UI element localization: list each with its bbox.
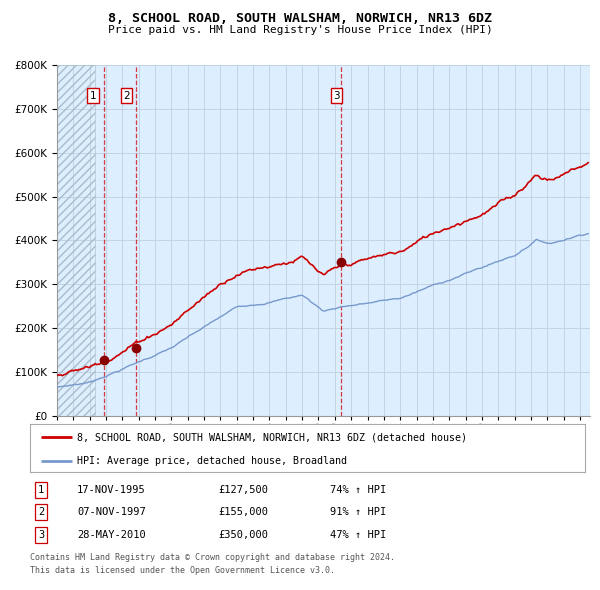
Text: £127,500: £127,500 xyxy=(219,485,269,495)
Text: 1: 1 xyxy=(38,485,44,495)
Text: 8, SCHOOL ROAD, SOUTH WALSHAM, NORWICH, NR13 6DZ: 8, SCHOOL ROAD, SOUTH WALSHAM, NORWICH, … xyxy=(108,12,492,25)
Text: £350,000: £350,000 xyxy=(219,530,269,540)
Text: HPI: Average price, detached house, Broadland: HPI: Average price, detached house, Broa… xyxy=(77,456,347,466)
Text: Contains HM Land Registry data © Crown copyright and database right 2024.: Contains HM Land Registry data © Crown c… xyxy=(30,553,395,562)
Text: 3: 3 xyxy=(38,530,44,540)
Text: 2: 2 xyxy=(123,91,130,101)
Text: 28-MAY-2010: 28-MAY-2010 xyxy=(77,530,146,540)
Text: 07-NOV-1997: 07-NOV-1997 xyxy=(77,507,146,517)
Text: 74% ↑ HPI: 74% ↑ HPI xyxy=(330,485,386,495)
Text: 3: 3 xyxy=(333,91,340,101)
Text: 2: 2 xyxy=(38,507,44,517)
Text: 8, SCHOOL ROAD, SOUTH WALSHAM, NORWICH, NR13 6DZ (detached house): 8, SCHOOL ROAD, SOUTH WALSHAM, NORWICH, … xyxy=(77,432,467,442)
Text: 1: 1 xyxy=(89,91,96,101)
Text: £155,000: £155,000 xyxy=(219,507,269,517)
Text: 47% ↑ HPI: 47% ↑ HPI xyxy=(330,530,386,540)
Text: 17-NOV-1995: 17-NOV-1995 xyxy=(77,485,146,495)
Text: Price paid vs. HM Land Registry's House Price Index (HPI): Price paid vs. HM Land Registry's House … xyxy=(107,25,493,35)
Text: 91% ↑ HPI: 91% ↑ HPI xyxy=(330,507,386,517)
Text: This data is licensed under the Open Government Licence v3.0.: This data is licensed under the Open Gov… xyxy=(30,566,335,575)
